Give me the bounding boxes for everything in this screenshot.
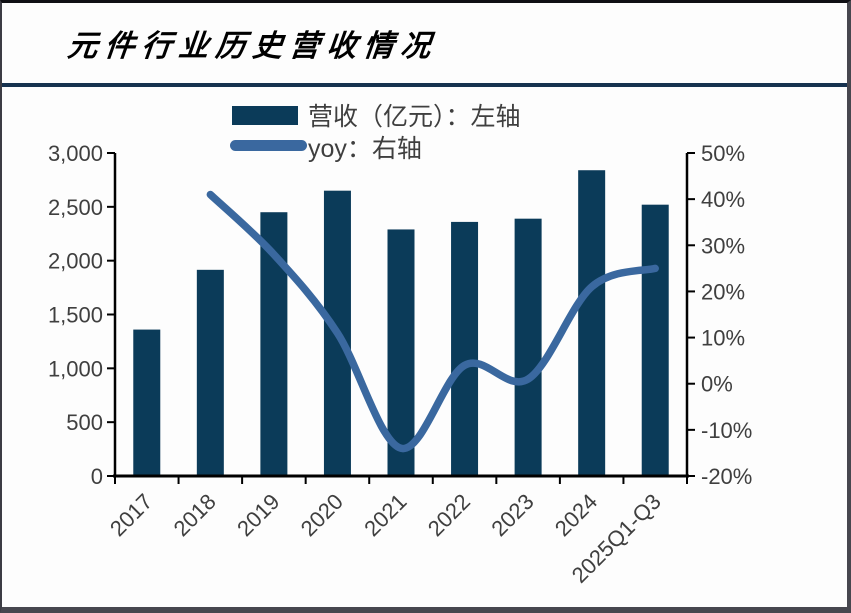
bar-2025Q1-Q3 [641, 204, 669, 476]
left-axis-tick-label: 1,000 [48, 356, 103, 381]
bar-2024 [578, 170, 606, 476]
right-axis-tick-label: 10% [701, 326, 745, 351]
legend-line-swatch [230, 140, 307, 151]
right-axis-tick-label: 0% [701, 372, 733, 397]
x-axis-category-label: 2019 [232, 489, 284, 541]
bar-2017 [133, 329, 161, 476]
x-axis-category-label: 2018 [169, 489, 221, 541]
bar-2021 [387, 229, 415, 476]
x-axis-category-label: 2022 [423, 489, 475, 541]
page-title: 元件行业历史营收情况 [65, 29, 440, 64]
bar-2018 [196, 269, 224, 476]
legend-line-label: yoy：右轴 [308, 135, 422, 163]
right-axis-tick-label: -20% [701, 464, 752, 489]
left-axis-tick-label: 3,000 [48, 141, 103, 166]
bar-2023 [514, 218, 542, 476]
x-axis-category-label: 2017 [105, 489, 157, 541]
left-axis-tick-label: 1,500 [48, 303, 103, 328]
yoy-line [206, 190, 659, 453]
left-axis-tick-label: 500 [66, 410, 103, 435]
x-axis-category-label: 2024 [550, 489, 602, 541]
right-axis-tick-label: -10% [701, 418, 752, 443]
right-axis-tick-label: 30% [701, 233, 745, 258]
legend-bar-label: 营收（亿元）：左轴 [308, 103, 521, 131]
x-axis-category-label: 2023 [486, 489, 538, 541]
right-axis-tick-label: 20% [701, 279, 745, 304]
x-axis-category-label: 2020 [296, 489, 348, 541]
figure-header: 元件行业历史营收情况 [2, 3, 847, 87]
bar-2022 [451, 221, 479, 476]
x-axis-category-label: 2021 [359, 489, 411, 541]
legend-bar-swatch [232, 106, 298, 125]
right-axis-tick-label: 40% [701, 187, 745, 212]
left-axis-tick-label: 0 [91, 464, 103, 489]
left-axis-tick-label: 2,500 [48, 195, 103, 220]
combo-chart: 3,000 2,500 2,000 1,500 1,000 500 0 50% 40% 30% 20… [48, 103, 752, 588]
right-axis-tick-label: 50% [701, 141, 745, 166]
left-axis-tick-label: 2,000 [48, 249, 103, 274]
